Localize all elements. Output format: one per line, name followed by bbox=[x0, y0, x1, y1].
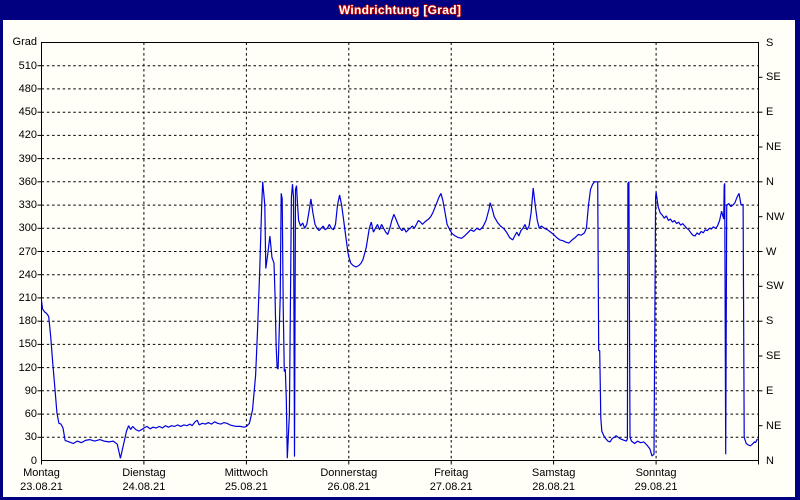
window-title: Windrichtung [Grad] bbox=[338, 3, 462, 17]
title-bar: Windrichtung [Grad] bbox=[0, 0, 800, 20]
wind-direction-series bbox=[40, 181, 759, 459]
chart-panel bbox=[3, 20, 795, 497]
